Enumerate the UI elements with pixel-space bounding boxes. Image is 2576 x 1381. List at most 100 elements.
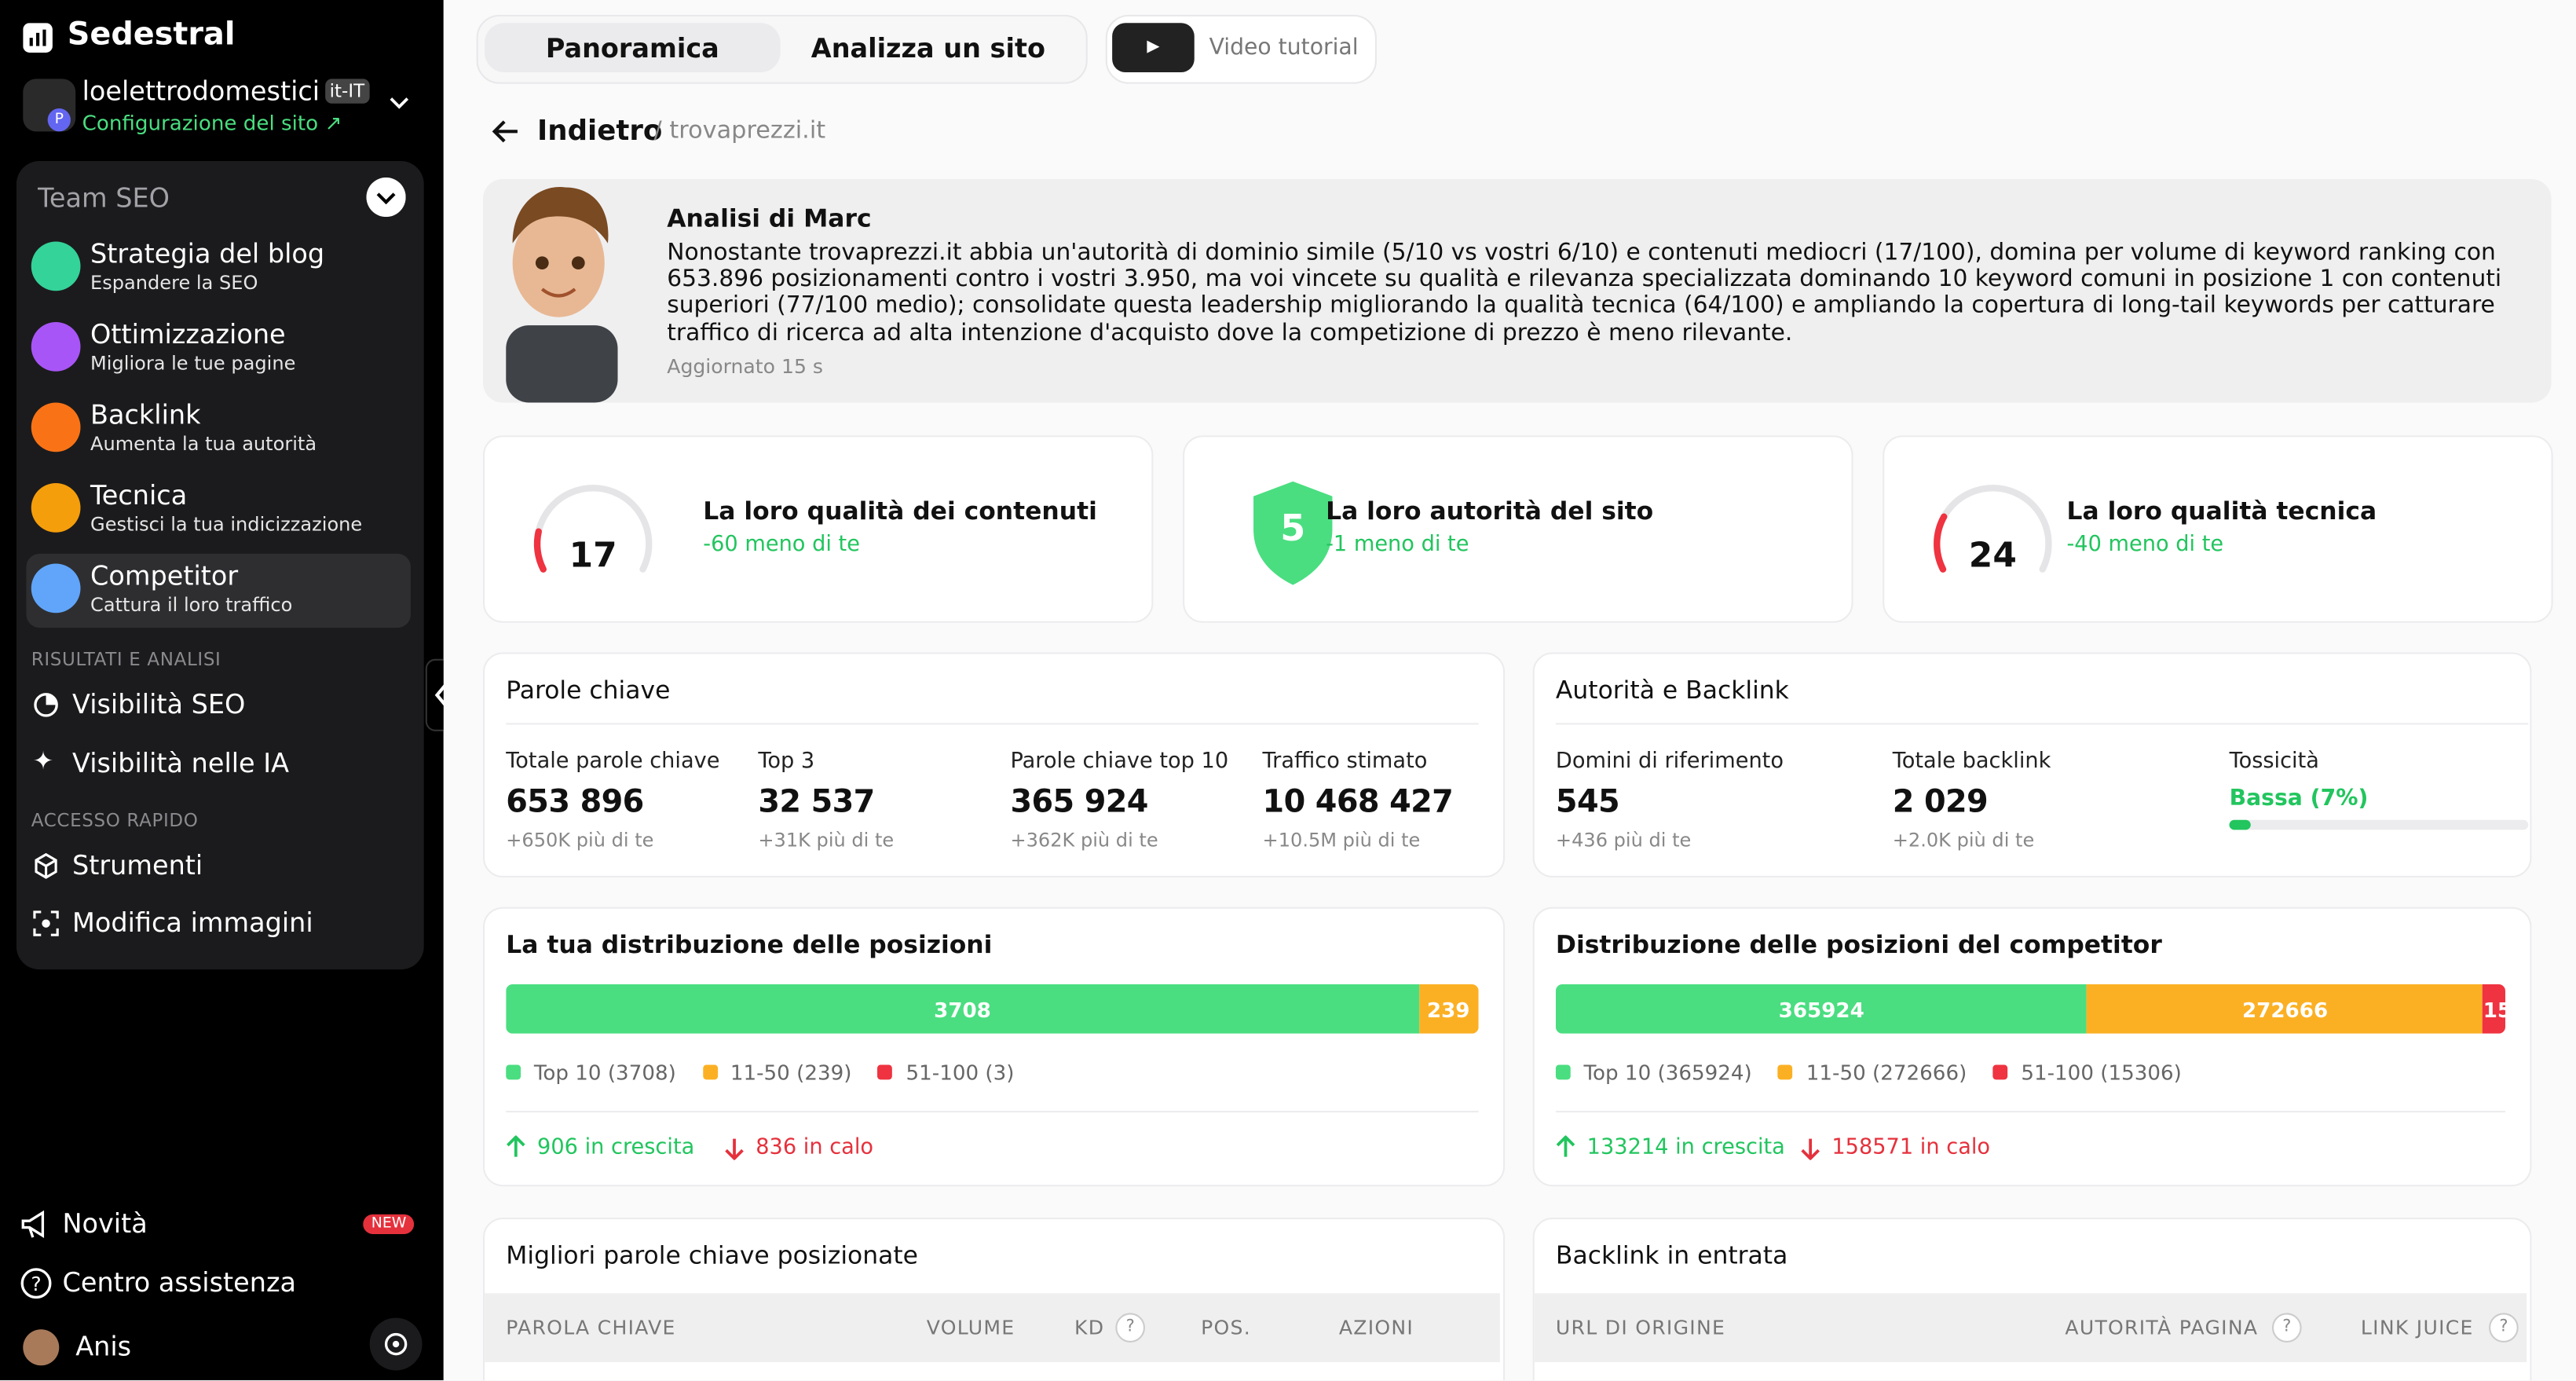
team-avatar xyxy=(31,241,81,291)
analysis-card xyxy=(482,179,2552,403)
bar-segment: 272666 xyxy=(2087,984,2483,1034)
table-header: AUTORITÀ PAGINA xyxy=(2065,1316,2259,1339)
dist-card xyxy=(1532,907,2532,1187)
team-title[interactable]: Tecnica xyxy=(90,479,188,511)
team-avatar xyxy=(31,402,81,452)
stat-value: 545 xyxy=(1555,783,1620,820)
arrow-up xyxy=(507,1134,525,1157)
site-config-text: Configurazione del sito xyxy=(82,110,319,135)
stat-label: Traffico stimato xyxy=(1262,749,1428,775)
table-header: KD xyxy=(1074,1316,1105,1339)
trend-up-text: 133214 in crescita xyxy=(1586,1135,1785,1160)
mascot xyxy=(506,186,618,403)
table-header-bg xyxy=(485,1293,1500,1363)
team-subtitle: Gestisci la tua indicizzazione xyxy=(90,512,363,536)
legend-item: 11-50 (272666) xyxy=(1778,1060,1967,1085)
sidebar: Sedestral P loelettrodomestici it-IT Con… xyxy=(0,0,459,1381)
nav-item[interactable]: Strumenti xyxy=(72,849,203,881)
team-avatar xyxy=(31,321,81,372)
tab[interactable]: Analizza un sito xyxy=(810,32,1045,64)
team-title[interactable]: Backlink xyxy=(90,399,201,431)
stat-value: 653 896 xyxy=(506,783,644,820)
score-title: La loro autorità del sito xyxy=(1326,496,1654,526)
toxicity-track xyxy=(2229,819,2529,830)
toxicity-fill xyxy=(2229,819,2251,830)
trend-down xyxy=(1801,1135,1820,1167)
svg-text:?: ? xyxy=(31,1273,41,1295)
analysis-updated: Aggiornato 15 s xyxy=(667,354,823,379)
gauge-arc xyxy=(1934,513,1948,573)
settings[interactable] xyxy=(368,1317,424,1372)
shield xyxy=(1253,481,1333,585)
table-header-bg xyxy=(1534,1293,2527,1363)
table-header: LINK JUICE xyxy=(2360,1316,2474,1339)
arrow-down xyxy=(1801,1138,1820,1161)
back-arrow[interactable] xyxy=(491,119,521,145)
stat-delta: +436 più di te xyxy=(1555,828,1692,852)
team-title[interactable]: Ottimizzazione xyxy=(90,318,286,350)
arrow-down xyxy=(725,1138,744,1161)
tab-active-bg xyxy=(485,23,781,73)
new-badge: NEW xyxy=(363,1214,415,1234)
legend-swatch xyxy=(506,1064,521,1080)
score-delta: -60 meno di te xyxy=(703,532,860,558)
active-highlight xyxy=(26,553,411,628)
tab[interactable]: Panoramica xyxy=(545,32,719,64)
brand-logo xyxy=(23,23,53,53)
team-title: Team SEO xyxy=(38,182,170,214)
nav-item[interactable]: Centro assistenza xyxy=(62,1266,297,1299)
analysis-body: Nonostante trovaprezzi.it abbia un'autor… xyxy=(667,240,2502,346)
chevron[interactable] xyxy=(388,95,411,112)
team-avatar xyxy=(31,563,81,614)
card-title: Parole chiave xyxy=(506,675,671,705)
legend-item: Top 10 (3708) xyxy=(506,1060,676,1085)
stat-value: 2 029 xyxy=(1892,783,1989,820)
trend-up xyxy=(506,1134,525,1165)
icon: ✦ xyxy=(32,745,54,776)
trend-down-text: 836 in calo xyxy=(756,1135,874,1160)
score-value: 5 xyxy=(1280,507,1305,549)
nav-item[interactable]: Modifica immagini xyxy=(72,907,313,939)
score-value: 17 xyxy=(569,536,617,576)
help-icon: ? xyxy=(1115,1313,1145,1343)
dist-card xyxy=(482,907,1506,1187)
legend-swatch xyxy=(1778,1064,1794,1080)
score-card xyxy=(482,435,1154,623)
card-title: Distribuzione delle posizioni del compet… xyxy=(1555,929,2162,960)
legend-item: 11-50 (239) xyxy=(702,1060,851,1085)
stat-value: 32 537 xyxy=(758,783,875,820)
score-value: 24 xyxy=(1969,536,2017,576)
locale: it-IT xyxy=(324,79,370,104)
user-name[interactable]: Anis xyxy=(75,1331,132,1363)
legend-swatch xyxy=(1992,1064,2008,1080)
stat-label: Tossicità xyxy=(2229,749,2319,775)
bar-segment: 3708 xyxy=(506,984,1419,1034)
score-delta: -40 meno di te xyxy=(2066,532,2224,558)
legend-text: 51-100 (3) xyxy=(906,1060,1015,1085)
site-config[interactable]: Configurazione del sito ↗ xyxy=(82,110,342,135)
team-title[interactable]: Strategia del blog xyxy=(90,238,325,270)
bar-segment: 365924 xyxy=(1555,984,2088,1034)
analysis-title: Analisi di Marc xyxy=(667,203,872,234)
dist-bar: 37082393 xyxy=(506,984,1479,1034)
team-title[interactable]: Competitor xyxy=(90,560,239,592)
legend: Top 10 (365924) 11-50 (272666) 51-100 (153… xyxy=(1555,1060,2208,1085)
user-avatar xyxy=(23,1329,60,1366)
back[interactable]: Indietro xyxy=(537,115,663,148)
site-name: loelettrodomestici xyxy=(82,75,320,107)
section-label: RISULTATI E ANALISI xyxy=(31,649,221,671)
legend-text: Top 10 (365924) xyxy=(1583,1060,1752,1085)
video-thumb: ▶ xyxy=(1112,23,1195,73)
team-subtitle: Migliora le tue pagine xyxy=(90,351,296,375)
team-avatar xyxy=(31,482,81,533)
nav-item[interactable]: Visibilità SEO xyxy=(72,688,246,720)
site-row[interactable]: loelettrodomestici it-IT xyxy=(82,75,370,107)
legend-text: 51-100 (15306) xyxy=(2021,1060,2182,1085)
nav-item[interactable]: Visibilità nelle IA xyxy=(72,747,290,779)
team-toggle[interactable] xyxy=(366,177,406,218)
score-gauge: 17 xyxy=(533,485,653,576)
card-title: La tua distribuzione delle posizioni xyxy=(506,929,993,960)
icon xyxy=(21,1210,45,1239)
nav-item[interactable]: Novità xyxy=(62,1207,148,1240)
